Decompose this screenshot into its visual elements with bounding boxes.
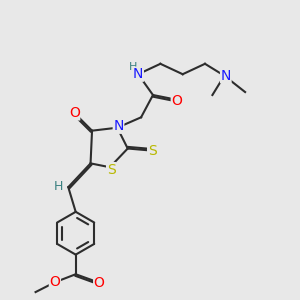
Text: H: H: [54, 180, 63, 193]
Text: O: O: [50, 275, 60, 289]
Text: H: H: [129, 62, 137, 72]
Text: S: S: [148, 144, 157, 158]
Text: O: O: [69, 106, 80, 120]
Text: N: N: [113, 119, 124, 133]
Text: O: O: [94, 277, 105, 290]
Text: O: O: [171, 94, 182, 108]
Text: N: N: [133, 67, 143, 81]
Text: S: S: [107, 163, 116, 177]
Text: N: N: [220, 69, 231, 83]
